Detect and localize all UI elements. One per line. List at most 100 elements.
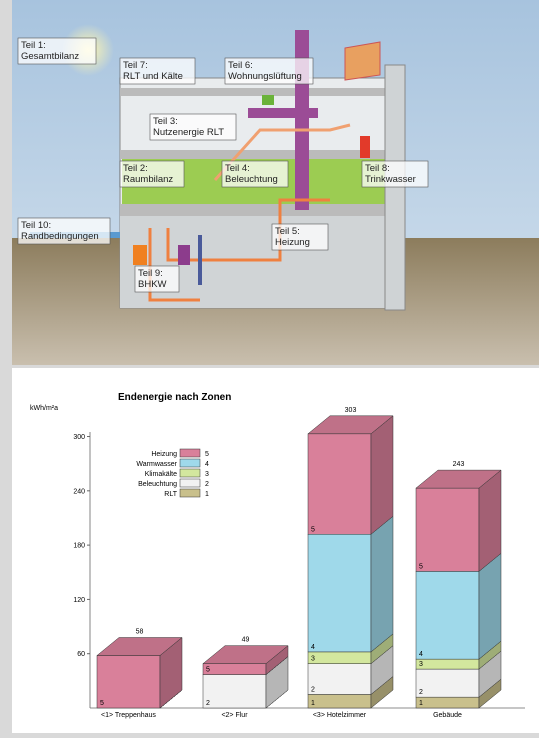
segment-key: 2: [206, 700, 210, 707]
legend-key: 3: [205, 471, 209, 478]
segment-key: 2: [419, 689, 423, 696]
legend-swatch: [179, 488, 201, 498]
bar-side: [478, 552, 502, 660]
label-box: [224, 57, 314, 85]
segment-key: 5: [311, 526, 315, 533]
chart-title: Endenergie nach Zonen: [118, 392, 231, 403]
legend-key: 5: [205, 451, 209, 458]
label-title: Teil 3:: [153, 116, 178, 127]
label-box: [134, 265, 180, 293]
diagram-label: Teil 6:Wohnungslüftung: [224, 57, 314, 85]
label-text: RLT und Kälte: [123, 71, 183, 82]
segment-key: 3: [311, 656, 315, 663]
diagram-label: Teil 8:Trinkwasser: [361, 160, 429, 188]
total-label: 303: [345, 407, 357, 414]
label-text: BHKW: [138, 279, 167, 290]
bar-segment: [307, 663, 372, 695]
legend-label: Beleuchtung: [138, 481, 177, 488]
legend-label: Warmwasser: [136, 461, 177, 468]
bar-segment: [307, 433, 372, 535]
segment-key: 5: [206, 667, 210, 674]
segment-key: 4: [419, 651, 423, 658]
segment-key: 5: [419, 563, 423, 570]
label-text: Raumbilanz: [123, 174, 173, 185]
x-tick-label: Gebäude: [433, 712, 462, 719]
label-text: Gesamtbilanz: [21, 51, 79, 62]
bar-segment: [202, 663, 267, 675]
diagram-label: Teil 2:Raumbilanz: [119, 160, 185, 188]
legend-swatch: [179, 478, 201, 488]
bar-segment: [415, 487, 480, 572]
diagram-label: Teil 1:Gesamtbilanz: [17, 37, 97, 65]
segment-key: 4: [311, 644, 315, 651]
legend-swatch: [179, 448, 201, 458]
bar-segment: [96, 655, 161, 709]
label-title: Teil 1:: [21, 40, 46, 51]
label-text: Wohnungslüftung: [228, 71, 302, 82]
label-box: [149, 113, 237, 141]
legend-label: Klimakälte: [145, 471, 177, 478]
label-box: [271, 223, 329, 251]
label-title: Teil 8:: [365, 163, 390, 174]
label-text: Nutzenergie RLT: [153, 127, 224, 138]
label-text: Randbedingungen: [21, 231, 99, 242]
x-tick-label: <3> Hotelzimmer: [313, 712, 367, 719]
label-text: Trinkwasser: [365, 174, 416, 185]
total-label: 49: [242, 637, 250, 644]
y-tick-label: 60: [77, 651, 85, 658]
total-label: 243: [453, 461, 465, 468]
bar-segment: [307, 694, 372, 709]
y-tick-label: 120: [73, 597, 85, 604]
label-title: Teil 10:: [21, 220, 51, 231]
bar-top: [415, 469, 502, 489]
segment-key: 1: [311, 700, 315, 707]
legend-key: 2: [205, 481, 209, 488]
segment-key: 3: [419, 661, 423, 668]
label-title: Teil 2:: [123, 163, 148, 174]
segment-key: 2: [311, 686, 315, 693]
bar-segment: [202, 674, 267, 709]
bar-segment: [415, 658, 480, 670]
bar-side: [370, 415, 394, 535]
label-box: [221, 160, 289, 188]
chart: 60 120 180 240 300 <1> Treppenhaus 5 58 <2> Flur…: [73, 407, 525, 719]
label-title: Teil 6:: [228, 60, 253, 71]
diagram-label: Teil 4:Beleuchtung: [221, 160, 289, 188]
x-tick-label: <2> Flur: [221, 712, 248, 719]
legend-key: 1: [205, 491, 209, 498]
bar-segment: [415, 696, 480, 709]
diagram-label: Teil 7:RLT und Kälte: [119, 57, 196, 85]
label-text: Heizung: [275, 237, 310, 248]
label-box: [361, 160, 429, 188]
label-title: Teil 4:: [225, 163, 250, 174]
y-axis-label: kWh/m²a: [30, 405, 58, 412]
y-tick-label: 240: [73, 488, 85, 495]
label-box: [17, 217, 111, 245]
legend-swatch: [179, 468, 201, 478]
bar-side: [370, 515, 394, 653]
diagram-label: Teil 9:BHKW: [134, 265, 180, 293]
bar-segment: [307, 534, 372, 653]
y-tick-label: 180: [73, 543, 85, 550]
bar-top: [96, 637, 183, 656]
bar-segment: [415, 668, 480, 698]
bar-top: [307, 415, 394, 435]
segment-key: 1: [419, 700, 423, 707]
diagram-label: Teil 3:Nutzenergie RLT: [149, 113, 237, 141]
diagram-label: Teil 5:Heizung: [271, 223, 329, 251]
total-label: 58: [136, 629, 144, 636]
label-title: Teil 7:: [123, 60, 148, 71]
segment-key: 5: [100, 700, 104, 707]
label-box: [119, 57, 196, 85]
legend-key: 4: [205, 461, 209, 468]
legend-label: RLT: [164, 491, 177, 498]
y-tick-label: 300: [73, 434, 85, 441]
label-title: Teil 9:: [138, 268, 163, 279]
bar-segment: [307, 651, 372, 664]
bar-segment: [415, 571, 480, 660]
diagram-label: Teil 10:Randbedingungen: [17, 217, 111, 245]
label-box: [119, 160, 185, 188]
bar-top: [202, 645, 289, 664]
